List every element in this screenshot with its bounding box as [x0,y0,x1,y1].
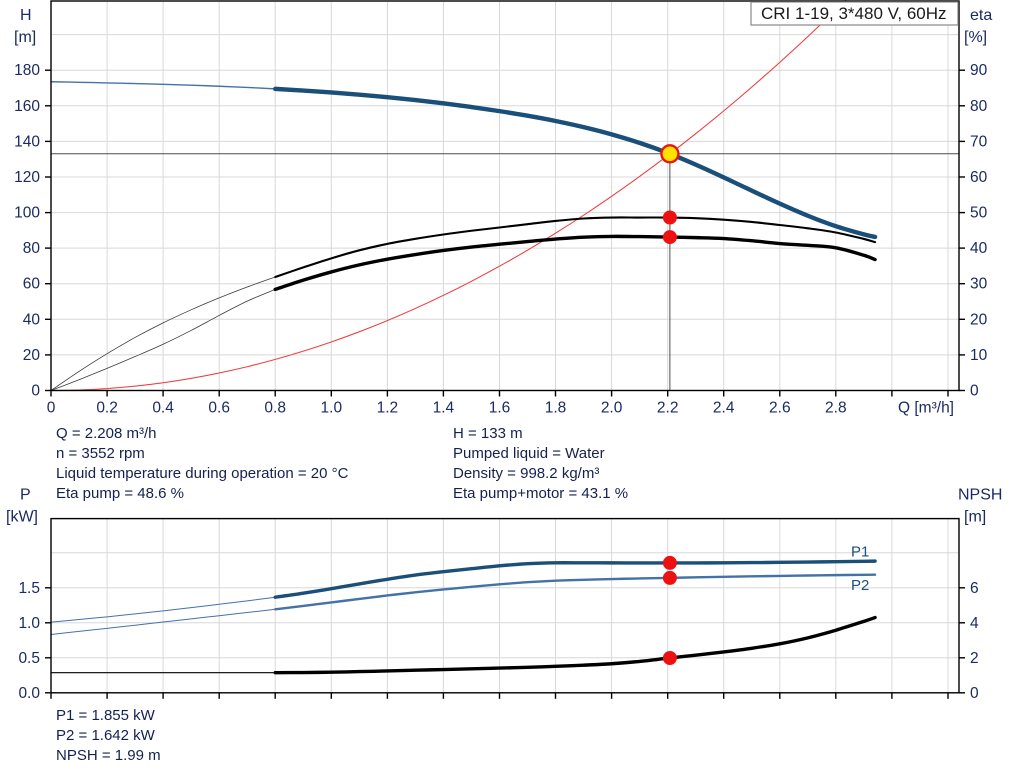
svg-text:70: 70 [970,133,988,150]
svg-text:[m]: [m] [14,29,36,46]
svg-text:80: 80 [970,98,988,115]
svg-text:0: 0 [970,383,979,400]
svg-text:[%]: [%] [964,29,987,46]
svg-text:160: 160 [14,98,40,115]
svg-text:2.2: 2.2 [657,400,679,417]
svg-text:1.4: 1.4 [433,400,455,417]
svg-text:1.8: 1.8 [545,400,567,417]
svg-text:1.5: 1.5 [18,580,40,597]
svg-text:180: 180 [14,62,40,79]
svg-text:0.4: 0.4 [152,400,174,417]
svg-text:0.5: 0.5 [18,650,40,667]
svg-text:P1: P1 [851,543,869,560]
svg-text:80: 80 [23,240,41,257]
svg-text:[m]: [m] [964,509,986,526]
svg-text:10: 10 [970,347,988,364]
svg-text:1.0: 1.0 [321,400,343,417]
svg-text:P: P [20,487,31,504]
svg-text:120: 120 [14,169,40,186]
svg-text:1.2: 1.2 [377,400,399,417]
svg-text:50: 50 [970,205,988,222]
svg-text:6: 6 [970,580,979,597]
svg-text:P2: P2 [851,577,869,594]
svg-text:20: 20 [970,311,988,328]
svg-text:2.8: 2.8 [825,400,847,417]
svg-text:CRI 1-19, 3*480 V, 60Hz: CRI 1-19, 3*480 V, 60Hz [761,4,947,23]
svg-text:0: 0 [47,400,56,417]
svg-text:2.6: 2.6 [769,400,791,417]
svg-text:1.6: 1.6 [489,400,511,417]
svg-text:40: 40 [970,240,988,257]
svg-text:2: 2 [970,650,979,667]
svg-text:1.0: 1.0 [18,615,40,632]
svg-text:0.0: 0.0 [18,685,40,702]
svg-text:NPSH: NPSH [958,487,1002,504]
svg-text:60: 60 [23,276,41,293]
svg-text:2.4: 2.4 [713,400,735,417]
svg-text:0: 0 [970,685,979,702]
svg-text:0.8: 0.8 [264,400,286,417]
svg-text:100: 100 [14,205,40,222]
svg-text:20: 20 [23,347,41,364]
svg-text:Q [m³/h]: Q [m³/h] [898,400,954,417]
svg-text:0.6: 0.6 [208,400,230,417]
svg-text:40: 40 [23,311,41,328]
svg-text:[kW]: [kW] [6,509,38,526]
svg-text:30: 30 [970,276,988,293]
svg-text:H: H [20,7,32,24]
svg-text:eta: eta [970,7,992,24]
svg-text:4: 4 [970,615,979,632]
svg-text:60: 60 [970,169,988,186]
svg-text:2.0: 2.0 [601,400,623,417]
svg-text:0: 0 [31,383,40,400]
svg-text:140: 140 [14,133,40,150]
svg-text:90: 90 [970,62,988,79]
svg-text:0.2: 0.2 [96,400,118,417]
